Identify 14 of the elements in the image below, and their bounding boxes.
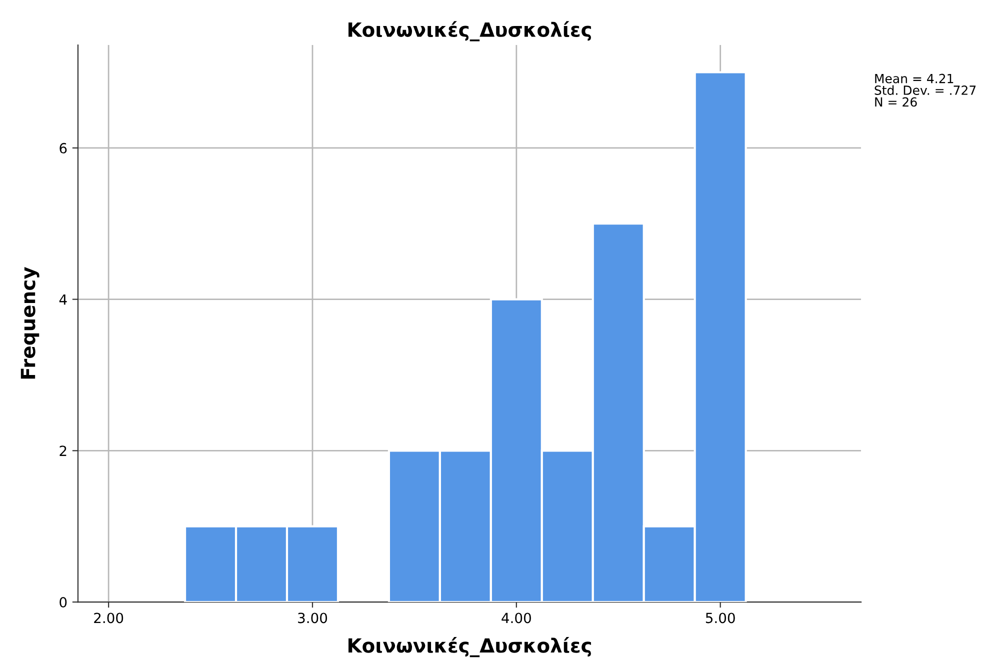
y-tick-label: 6 (60, 142, 67, 154)
text: Mean = 4.21 (875, 74, 954, 84)
x-tick-label: 5.00 (706, 612, 735, 624)
text: N = 26 (875, 97, 917, 107)
y-tick-label: 2 (60, 446, 66, 456)
y-tick-label: 0 (60, 597, 67, 608)
x-tick-label: 3.00 (298, 612, 328, 624)
x-tick-label: 2.00 (94, 612, 124, 624)
text: Std. Dev. = .727 (874, 85, 976, 95)
y-tick-label: 4 (59, 294, 67, 305)
chart-title: Κοινωνικές_Δυσκολίες (348, 21, 591, 42)
x-axis-title: Κοινωνικές_Δυσκολίες (348, 637, 591, 658)
y-axis-title: Frequency (20, 266, 40, 379)
x-tick-label: 4.00 (502, 612, 531, 624)
